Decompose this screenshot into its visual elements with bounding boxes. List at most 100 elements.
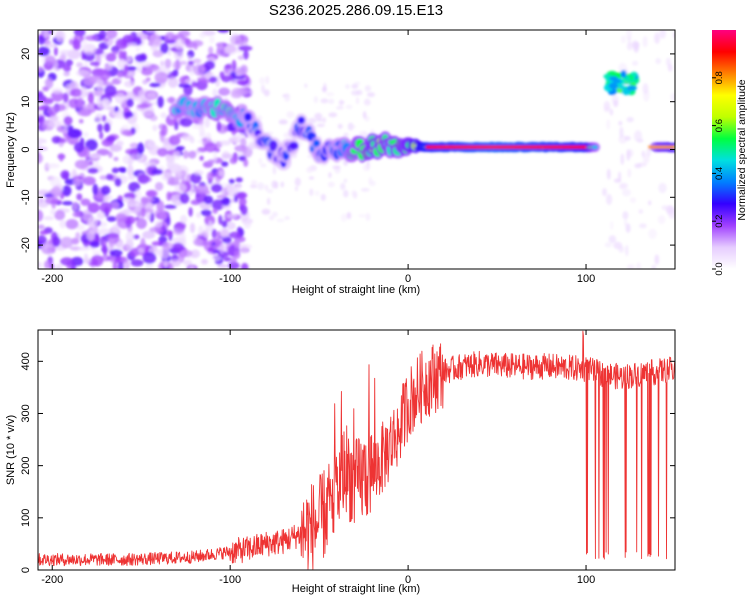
noise-blob xyxy=(221,220,228,228)
noise-blob xyxy=(208,46,214,55)
noise-blob xyxy=(143,161,157,167)
noise-blob xyxy=(76,224,85,231)
noise-blob xyxy=(83,146,91,159)
noise-blob xyxy=(217,263,229,269)
noise-blob xyxy=(228,178,235,185)
noise-blob xyxy=(101,115,107,122)
noise-blob xyxy=(109,249,123,257)
noise-blob xyxy=(128,201,138,208)
noise-blob xyxy=(104,85,117,97)
y-tick-label: 100 xyxy=(20,509,32,527)
noise-blob xyxy=(233,250,241,259)
noise-blob xyxy=(182,150,189,159)
noise-blob xyxy=(175,146,185,151)
noise-blob xyxy=(69,246,82,251)
noise-blob xyxy=(200,209,212,217)
noise-blob xyxy=(189,222,196,234)
colorbar: 0.0 0.2 0.4 0.6 0.8 Normalized spectral ampl… xyxy=(712,30,748,276)
noise-blob xyxy=(327,181,335,188)
noise-blob xyxy=(160,60,165,67)
noise-blob xyxy=(72,201,79,211)
noise-blob xyxy=(60,170,70,180)
noise-blob xyxy=(73,142,85,153)
noise-blob xyxy=(43,216,55,221)
noise-blob xyxy=(154,220,163,228)
noise-blob xyxy=(191,124,205,130)
noise-blob xyxy=(286,111,295,119)
noise-blob xyxy=(88,161,94,166)
noise-blob xyxy=(130,153,138,160)
noise-blob xyxy=(603,101,611,111)
noise-blob xyxy=(670,92,675,102)
noise-blob xyxy=(118,50,124,61)
noise-blob xyxy=(314,190,320,196)
noise-blob xyxy=(89,61,100,66)
noise-blob xyxy=(174,38,185,50)
noise-blob xyxy=(170,259,181,267)
noise-blob xyxy=(316,118,323,122)
noise-blob xyxy=(180,232,186,243)
noise-blob xyxy=(174,200,181,206)
noise-blob xyxy=(179,192,190,204)
noise-blob xyxy=(108,238,115,248)
noise-blob xyxy=(99,131,104,140)
noise-blob xyxy=(95,79,104,91)
noise-blob xyxy=(272,165,277,175)
noise-blob xyxy=(313,96,318,104)
noise-blob xyxy=(96,211,106,220)
noise-blob xyxy=(639,223,647,229)
noise-blob xyxy=(606,194,613,205)
noise-blob xyxy=(77,97,84,109)
noise-blob xyxy=(88,216,99,228)
noise-blob xyxy=(59,49,73,56)
noise-blob xyxy=(265,75,270,85)
noise-blob xyxy=(203,195,214,205)
noise-blob xyxy=(265,184,269,191)
noise-blob xyxy=(193,170,204,176)
noise-blob xyxy=(309,188,314,196)
noise-blob xyxy=(625,223,631,233)
noise-blob xyxy=(229,157,238,165)
noise-blob xyxy=(216,42,224,50)
noise-blob xyxy=(218,214,223,225)
noise-blob xyxy=(230,71,237,78)
noise-blob xyxy=(42,97,54,105)
noise-blob xyxy=(221,161,229,167)
noise-blob xyxy=(620,35,626,44)
noise-blob xyxy=(358,214,366,218)
noise-blob xyxy=(125,148,139,155)
noise-blob xyxy=(166,97,177,104)
noise-blob xyxy=(50,209,56,216)
noise-blob xyxy=(105,173,114,181)
noise-blob xyxy=(280,181,284,188)
noise-blob xyxy=(198,225,204,237)
noise-blob xyxy=(142,230,156,239)
noise-blob xyxy=(72,177,82,187)
noise-blob xyxy=(38,137,45,144)
noise-blob xyxy=(216,121,222,132)
noise-blob xyxy=(39,230,49,235)
noise-blob xyxy=(113,156,119,162)
noise-blob xyxy=(115,38,129,50)
noise-blob xyxy=(105,30,118,39)
noise-blob xyxy=(146,91,157,99)
noise-blob xyxy=(132,111,138,123)
noise-blob xyxy=(626,42,633,51)
y-tick-label: 0 xyxy=(20,146,32,152)
noise-blob xyxy=(343,189,349,198)
noise-blob xyxy=(208,220,213,231)
noise-blob xyxy=(154,71,168,84)
noise-blob xyxy=(304,83,308,88)
y-tick-label: 400 xyxy=(20,352,32,370)
noise-blob xyxy=(226,213,238,219)
noise-blob xyxy=(38,151,42,163)
noise-blob xyxy=(271,180,278,189)
noise-blob xyxy=(224,44,238,56)
noise-blob xyxy=(72,211,80,218)
noise-blob xyxy=(38,261,43,269)
noise-blob xyxy=(44,55,56,66)
noise-blob xyxy=(140,237,146,250)
noise-blob xyxy=(81,39,88,52)
colorbar-tick-label: 0.4 xyxy=(714,167,725,180)
noise-blob xyxy=(653,32,661,44)
